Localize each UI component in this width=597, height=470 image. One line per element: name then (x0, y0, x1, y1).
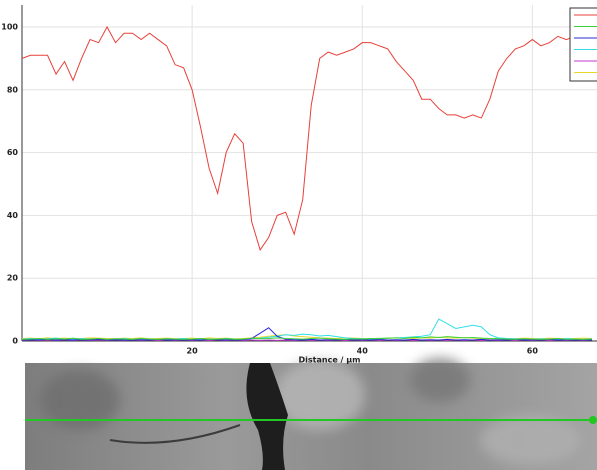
legend-box (569, 7, 597, 82)
x-tick-label: 20 (187, 347, 199, 356)
y-tick-label: 40 (7, 211, 19, 220)
x-tick-label: 40 (357, 347, 369, 356)
x-axis-label: Distance / µm (299, 356, 361, 365)
y-tick-label: 80 (7, 85, 19, 94)
series-line (21, 25, 592, 252)
series-line (21, 318, 592, 340)
y-tick-label: 100 (1, 22, 18, 31)
series-line (21, 336, 592, 340)
y-tick-label: 60 (7, 148, 19, 157)
x-tick-label: 60 (527, 347, 539, 356)
y-tick-label: 20 (7, 274, 19, 283)
micrograph (25, 358, 597, 470)
y-tick-label: 0 (12, 337, 18, 346)
series-line (21, 327, 592, 341)
